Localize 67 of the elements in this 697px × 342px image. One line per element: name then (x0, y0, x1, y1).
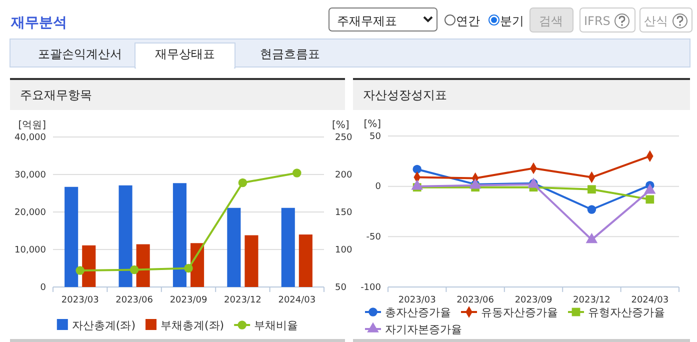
point (412, 164, 422, 174)
legend-label: 자산총계(좌) (72, 319, 136, 332)
text: 재무분석 (10, 15, 67, 31)
legend-label: 총자산증가율 (385, 306, 451, 319)
point (184, 264, 193, 273)
bar (244, 235, 258, 287)
y-tick-label: 20,000 (14, 208, 46, 218)
point (644, 184, 656, 194)
y-tick-label: 0 (40, 282, 46, 293)
y-tick-label: -100 (360, 282, 382, 293)
legend-label: 유동자산증가율 (481, 306, 558, 319)
y-tick-label: 30,000 (14, 170, 46, 180)
text: 주재무제표 (337, 14, 397, 28)
x-tick-label: 2023/09 (514, 295, 552, 306)
point (238, 178, 248, 188)
bar (298, 234, 312, 287)
y2-tick-label: 250 (335, 132, 352, 143)
bar (281, 208, 295, 287)
y2-tick-label: 50 (335, 282, 347, 293)
x-tick-label: 2023/03 (61, 295, 99, 306)
x-tick-label: 2023/09 (170, 295, 208, 306)
text: 검색 (539, 14, 563, 28)
x-tick-label: 2023/12 (224, 295, 262, 306)
point (586, 232, 598, 244)
y-axis-title: [%] (364, 119, 382, 130)
chart-title: 자산성장성지표 (363, 88, 447, 102)
y-axis-title: [억원] (18, 120, 46, 131)
y2-tick-label: 150 (335, 208, 352, 218)
y2-axis-title: [%] (332, 120, 350, 131)
y-tick-label: -50 (366, 232, 382, 243)
x-tick-label: 2023/03 (398, 295, 436, 306)
text: IFRS (584, 14, 610, 28)
point (411, 180, 423, 190)
bar (136, 244, 150, 287)
y-tick-label: 50 (370, 132, 382, 142)
bar (227, 208, 241, 287)
y2-tick-label: 100 (335, 245, 352, 256)
y2-tick-label: 200 (335, 170, 352, 180)
legend-label: 유형자산증가율 (588, 306, 665, 319)
bar (118, 185, 132, 287)
bar (82, 245, 96, 287)
y-tick-label: 10,000 (14, 245, 46, 256)
point (646, 195, 654, 204)
point (130, 265, 139, 274)
bar (64, 186, 78, 287)
text: 재무상태표 (155, 47, 215, 61)
text: 연간 (456, 14, 480, 28)
point (588, 185, 596, 194)
chart-title: 주요재무항목 (20, 88, 92, 102)
point (292, 168, 302, 178)
x-tick-label: 2024/03 (278, 295, 316, 306)
x-tick-label: 2023/12 (573, 295, 610, 306)
point (76, 266, 84, 275)
y-tick-label: 0 (375, 182, 382, 192)
text: 현금흐름표 (260, 47, 320, 61)
x-tick-label: 2024/03 (631, 295, 669, 306)
legend-label: 부채비율 (254, 319, 298, 332)
x-tick-label: 2023/06 (116, 295, 154, 306)
x-tick-label: 2023/06 (456, 295, 494, 306)
bar (172, 183, 186, 287)
y-tick-label: 40,000 (14, 132, 46, 143)
text: 분기 (500, 14, 524, 28)
point (587, 205, 596, 214)
text: 산식 (644, 14, 668, 28)
text: 포괄손익계산서 (38, 47, 122, 61)
legend-label: 자기자본증가율 (385, 323, 462, 336)
legend-label: 부채총계(좌) (160, 319, 224, 332)
